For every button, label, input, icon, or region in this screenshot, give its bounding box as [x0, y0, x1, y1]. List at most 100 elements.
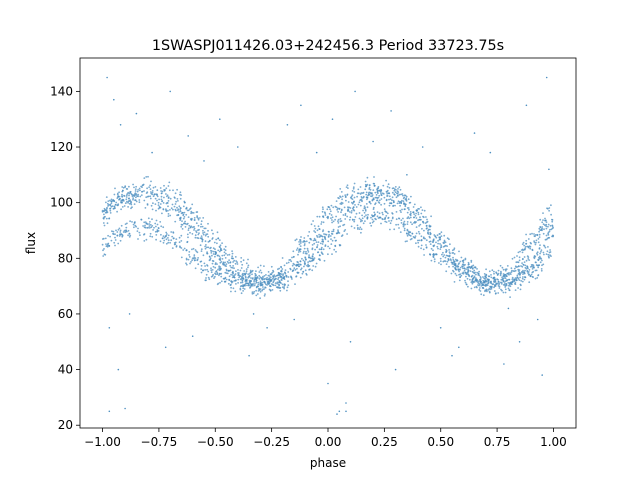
data-point — [371, 214, 373, 217]
data-point — [312, 257, 314, 260]
data-point — [218, 239, 221, 242]
data-point — [428, 240, 431, 243]
data-point — [497, 280, 500, 283]
data-point — [401, 208, 403, 211]
data-point — [369, 188, 372, 191]
data-point — [525, 259, 528, 262]
data-point — [143, 190, 145, 192]
data-point — [197, 217, 200, 220]
data-point — [182, 249, 185, 251]
data-point — [415, 232, 418, 235]
data-point — [121, 186, 124, 188]
data-point — [548, 209, 550, 212]
data-point — [415, 226, 418, 229]
data-point — [272, 280, 275, 282]
data-point — [395, 223, 397, 226]
data-point — [540, 250, 542, 253]
data-point — [291, 264, 294, 267]
data-point — [542, 263, 545, 266]
data-point — [517, 261, 520, 264]
data-point — [220, 247, 222, 250]
data-point — [171, 203, 174, 206]
data-point — [340, 209, 343, 212]
data-point — [109, 235, 111, 238]
data-point — [255, 281, 258, 284]
data-point — [188, 254, 191, 256]
data-point — [149, 221, 151, 223]
data-point — [317, 241, 320, 244]
data-point — [365, 185, 368, 188]
data-point — [372, 206, 375, 209]
data-point — [453, 248, 455, 251]
data-point — [124, 223, 127, 226]
data-point — [351, 194, 354, 197]
data-point — [127, 229, 130, 232]
data-point — [464, 263, 466, 266]
data-point — [173, 205, 176, 208]
y-tick-label: 60 — [58, 307, 73, 321]
data-point — [165, 234, 168, 237]
data-point — [417, 241, 420, 244]
data-point — [149, 197, 152, 200]
data-point — [308, 254, 310, 256]
data-point — [179, 245, 181, 248]
data-point — [381, 192, 384, 195]
data-point — [145, 176, 148, 178]
data-point — [315, 262, 318, 265]
data-point — [346, 215, 349, 218]
data-point — [519, 276, 521, 279]
data-point — [276, 281, 279, 284]
data-point — [350, 211, 353, 214]
data-point — [279, 289, 282, 292]
data-point — [337, 230, 340, 233]
data-point — [470, 261, 473, 263]
data-point — [219, 258, 221, 261]
data-point — [403, 220, 406, 223]
data-point — [539, 226, 542, 228]
data-point — [437, 242, 439, 245]
data-point — [475, 273, 477, 276]
data-point — [505, 275, 508, 277]
data-point — [212, 253, 215, 255]
data-point — [540, 249, 543, 252]
data-point — [260, 284, 263, 287]
data-point — [218, 255, 221, 258]
data-point — [459, 266, 462, 269]
data-point — [250, 280, 253, 283]
data-point — [550, 255, 552, 257]
data-point — [537, 264, 540, 267]
data-point — [154, 230, 157, 233]
data-point — [121, 190, 124, 193]
data-point — [417, 230, 420, 233]
data-point — [353, 227, 356, 229]
data-point — [162, 208, 165, 210]
data-point — [143, 177, 146, 180]
data-point — [127, 206, 129, 208]
data-point — [246, 284, 248, 287]
data-point — [210, 269, 213, 272]
data-point — [181, 228, 184, 230]
data-point — [544, 246, 547, 249]
data-point — [152, 229, 155, 231]
data-point — [121, 193, 123, 196]
data-point — [283, 286, 285, 288]
data-point — [488, 287, 491, 290]
data-point — [537, 266, 540, 269]
data-point — [355, 206, 358, 208]
data-point — [378, 202, 381, 204]
data-point — [531, 264, 534, 266]
data-point — [263, 288, 265, 290]
data-point — [125, 198, 128, 201]
data-point — [426, 218, 428, 221]
outlier-point — [124, 407, 126, 410]
data-point — [372, 198, 375, 201]
data-point — [223, 248, 226, 251]
data-point — [484, 289, 487, 292]
data-point — [417, 213, 420, 216]
outlier-point — [518, 341, 521, 343]
data-point — [520, 280, 523, 282]
data-point — [446, 245, 448, 248]
data-point — [126, 188, 129, 190]
data-point — [133, 203, 136, 206]
data-point — [537, 259, 540, 262]
